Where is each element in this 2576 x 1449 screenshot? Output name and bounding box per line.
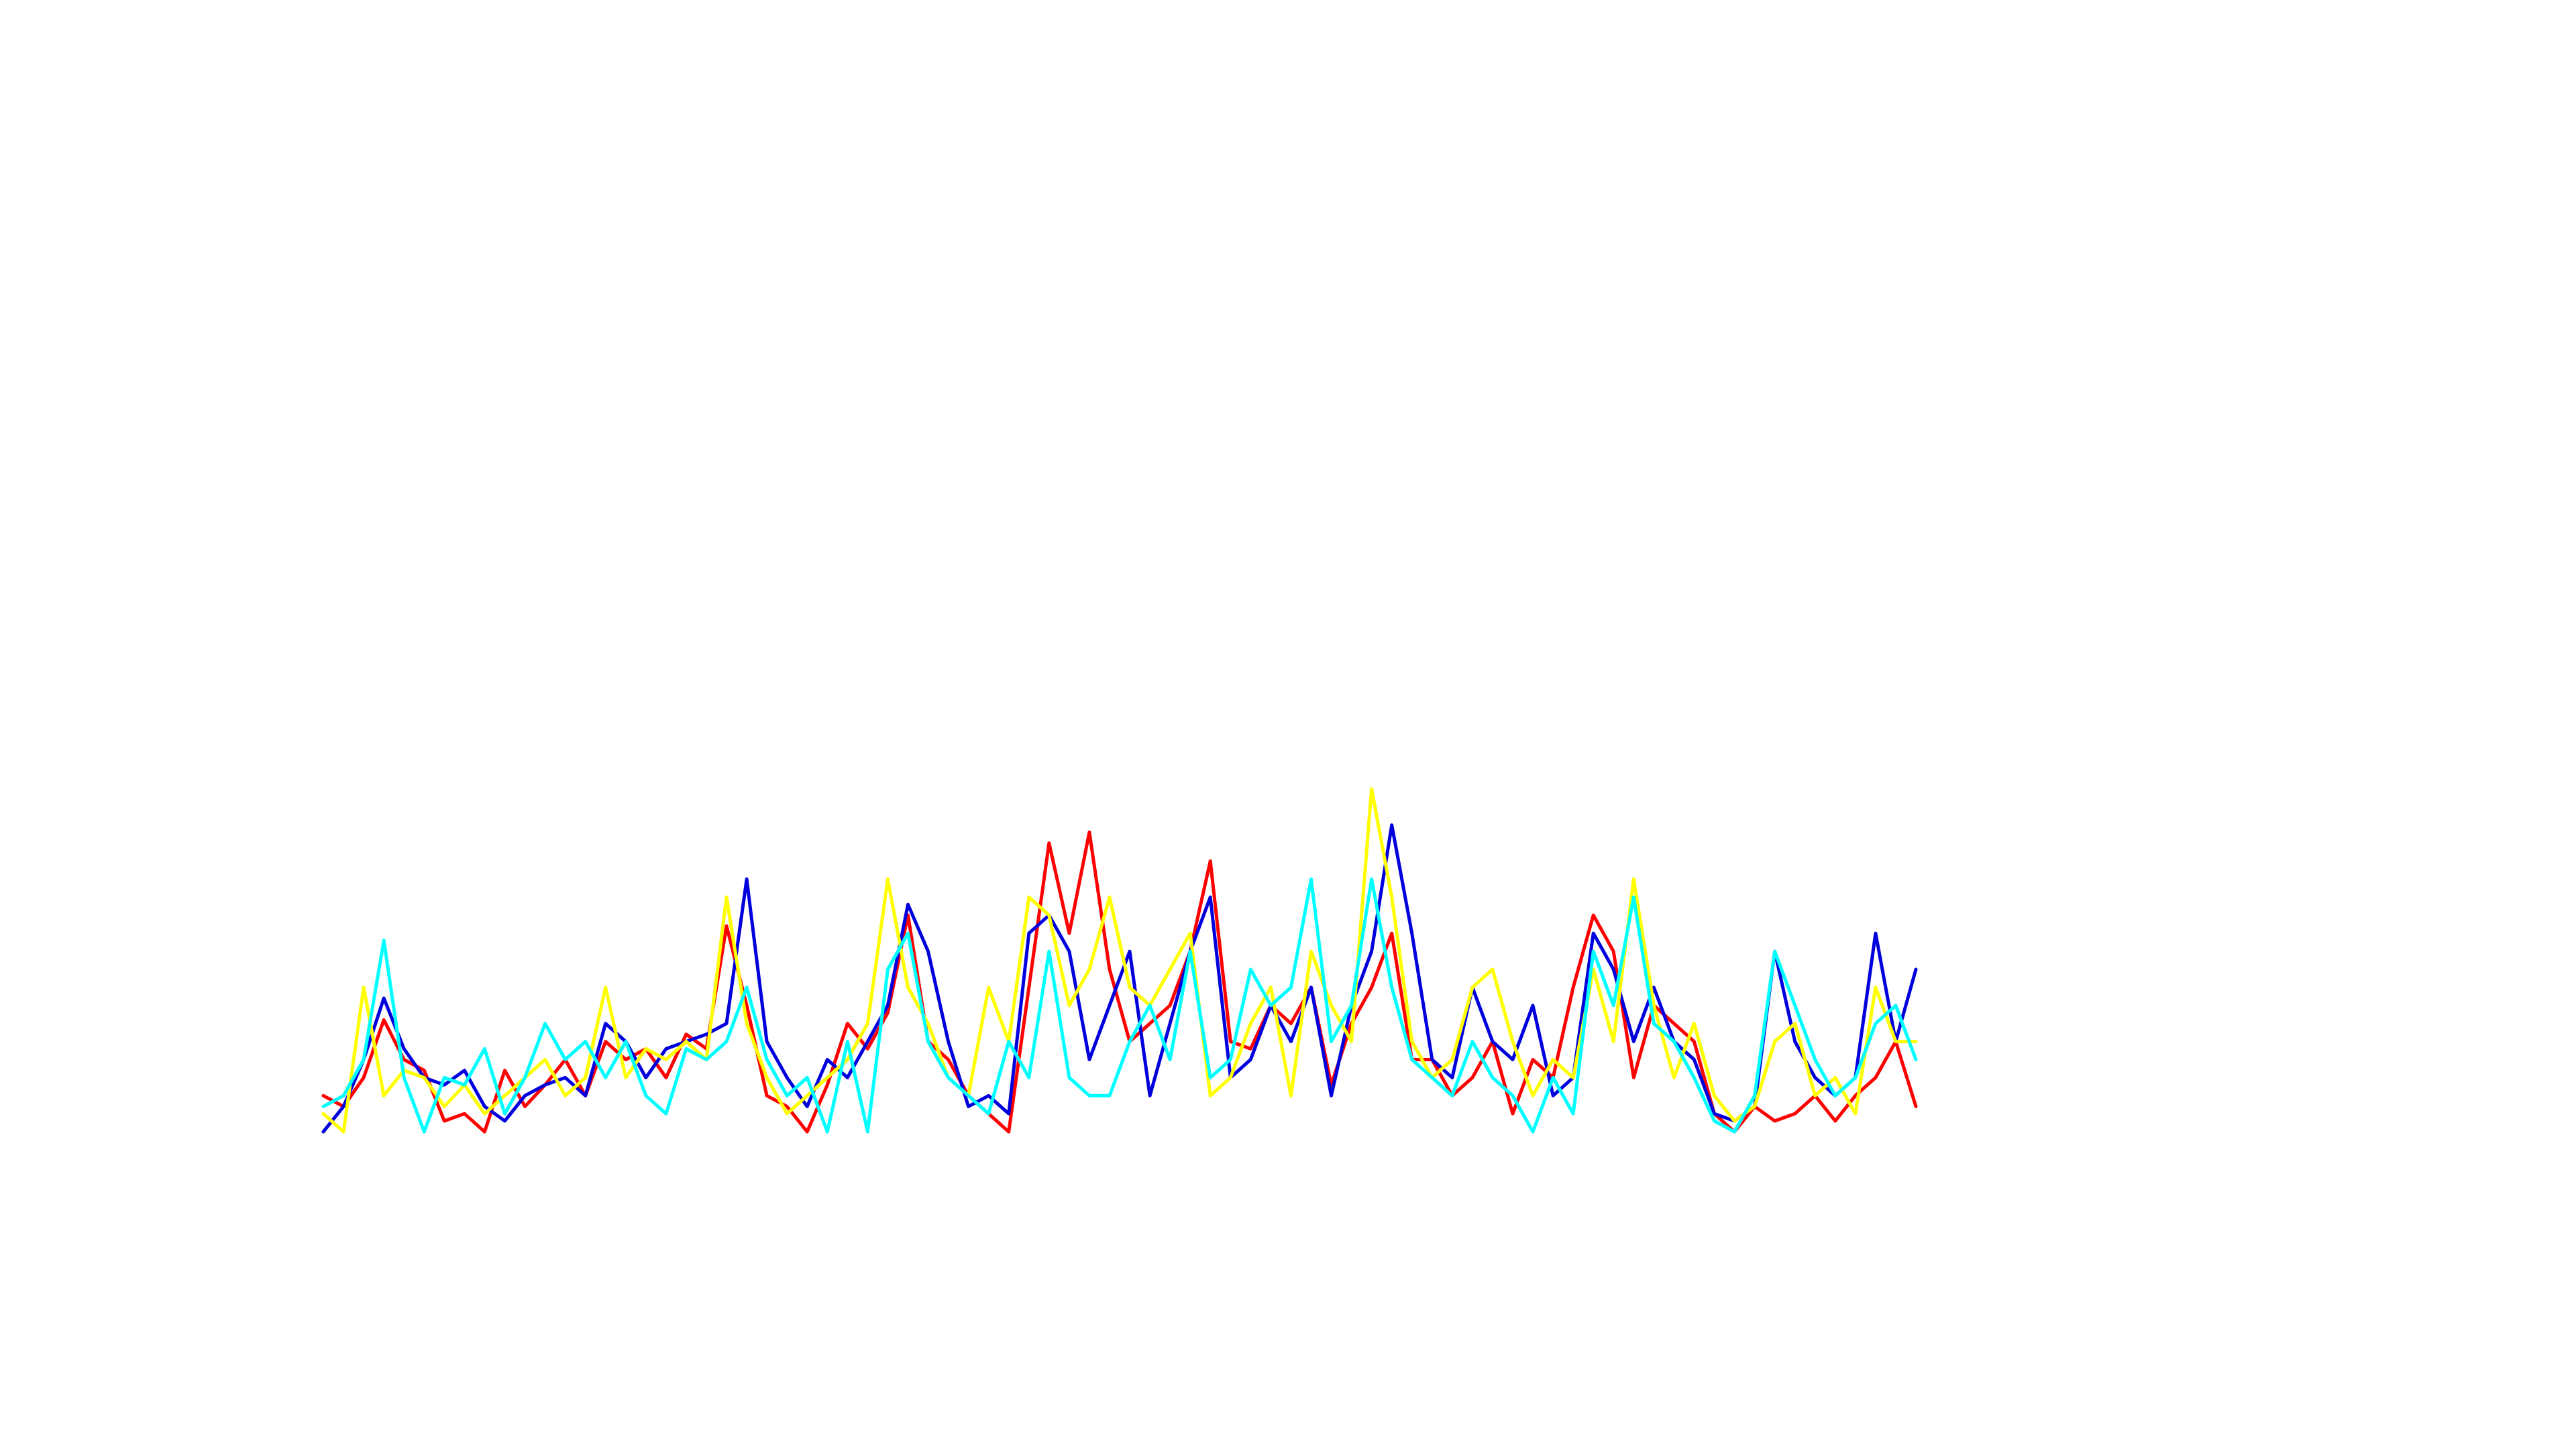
data-line [321, 787, 1918, 1134]
data-line [321, 823, 1918, 1134]
data-line [321, 877, 1918, 1134]
